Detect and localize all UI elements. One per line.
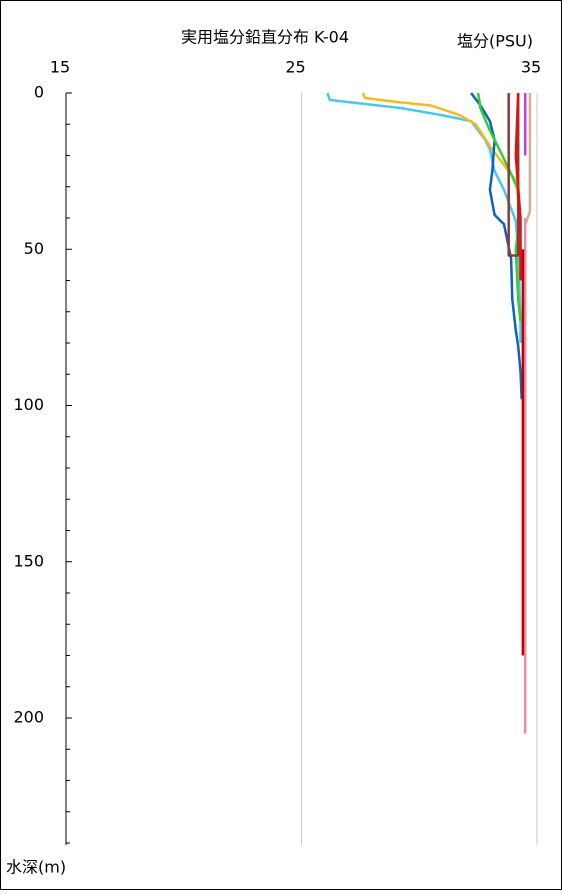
y-tick-label: 200 [13, 708, 44, 727]
x-tick-label: 35 [521, 58, 541, 77]
profile-line [470, 92, 523, 400]
chart-title: 実用塩分鉛直分布 K-04 [181, 28, 349, 47]
x-tick-label: 25 [285, 58, 305, 77]
x-axis-label: 塩分(PSU) [457, 32, 533, 51]
y-tick-label: 50 [24, 239, 44, 258]
x-tick-label: 15 [50, 58, 70, 77]
y-tick-label: 150 [13, 551, 44, 570]
y-axis-label: 水深(m) [6, 858, 66, 877]
y-tick-label: 100 [13, 395, 44, 414]
y-tick-label: 0 [34, 83, 44, 102]
profile-line [524, 93, 532, 225]
profile-line [514, 92, 522, 281]
profile-line [476, 92, 522, 322]
